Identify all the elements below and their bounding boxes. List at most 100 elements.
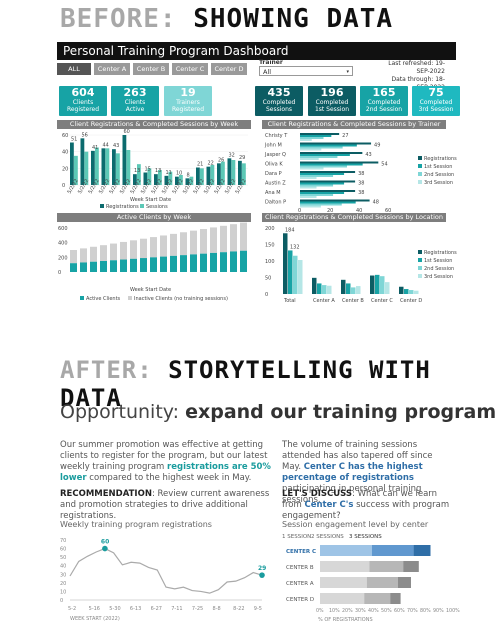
p4-legend-swatch xyxy=(418,274,422,278)
registrations-line xyxy=(69,547,263,594)
bar-category-label: CENTER D xyxy=(286,597,314,603)
engagement-bar-segment xyxy=(413,545,431,556)
p1-bar-registrations xyxy=(154,174,158,185)
p2-bar-1st xyxy=(300,182,345,185)
p4-bar xyxy=(317,283,322,294)
panel-weekly-header: Client Registrations & Completed Session… xyxy=(57,120,251,129)
p4-data-label: 132 xyxy=(290,244,300,250)
p2-legend-item: 1st Session xyxy=(424,164,452,170)
right-text: The volume of training sessions attended… xyxy=(282,440,433,472)
p1-bar-registrations xyxy=(164,175,169,185)
recommendation: RECOMMENDATION: Review current awareness… xyxy=(60,489,273,522)
left-paragraph: Our summer promotion was effective at ge… xyxy=(60,440,273,484)
p2-legend-item: 2nd Session xyxy=(424,172,454,178)
after-heading: AFTER: STORYTELLING WITH DATA xyxy=(60,356,500,412)
p2-x-tick: 20 xyxy=(327,208,333,214)
p3-bar-inactive xyxy=(100,245,107,261)
tab-center-d[interactable]: Center D xyxy=(211,63,247,75)
p1-bar-sessions xyxy=(105,148,110,185)
tab-center-a[interactable]: Center A xyxy=(94,63,130,75)
engagement-bar-segment xyxy=(320,545,372,556)
line-y-tick: 40 xyxy=(60,564,66,570)
p2-bar-3rd xyxy=(300,186,317,189)
chevron-down-icon: ▾ xyxy=(346,69,349,75)
p3-bar-inactive xyxy=(190,230,197,255)
p1-data-label: 26 xyxy=(218,157,224,163)
before-prefix: BEFORE: xyxy=(60,4,177,34)
kpi-tile: 263 Clients Active xyxy=(111,86,159,116)
p3-legend-swatch xyxy=(80,296,84,300)
p3-bar-active xyxy=(170,255,177,272)
line-x-tick: 7-25 xyxy=(192,606,203,612)
line-x-tick: 8-22 xyxy=(233,606,244,612)
p2-legend-swatch xyxy=(418,164,422,168)
p1-bar-sessions xyxy=(126,150,131,185)
right-paragraph: The volume of training sessions attended… xyxy=(282,440,452,506)
p3-x-title: Week Start Date xyxy=(130,287,171,293)
tab-center-c[interactable]: Center C xyxy=(172,63,208,75)
p1-bar-sessions xyxy=(95,147,99,185)
p4-bar xyxy=(288,250,293,294)
p2-bar-registrations xyxy=(300,142,372,145)
line-y-tick: 60 xyxy=(60,547,66,553)
engagement-bar-segment xyxy=(366,577,398,588)
p4-bar xyxy=(351,287,356,294)
p3-bar-inactive xyxy=(240,222,247,251)
line-x-tick: 5-30 xyxy=(109,606,120,612)
p2-bar-1st xyxy=(300,201,356,204)
p1-data-label: 43 xyxy=(113,143,119,149)
kpi-value: 19 xyxy=(180,86,196,99)
p4-x-tick: Center C xyxy=(371,298,393,304)
trainer-select-value: All xyxy=(263,68,272,76)
p1-bar-registrations xyxy=(122,135,127,185)
p3-bar-inactive xyxy=(180,232,187,256)
left-text: Our summer promotion was effective at ge… xyxy=(60,440,268,472)
p3-bar-inactive xyxy=(120,241,127,260)
p1-data-label: 13 xyxy=(134,168,140,174)
p2-x-tick: 0 xyxy=(298,208,301,214)
p1-legend-swatch xyxy=(140,204,144,208)
engagement-bar-segment xyxy=(364,593,391,604)
kpi-label: 2nd Session xyxy=(365,106,403,113)
p3-bar-active xyxy=(70,263,77,272)
p4-bar xyxy=(399,286,404,294)
bar-x-tick: 50% xyxy=(381,608,392,614)
line-x-title: WEEK START (2022) xyxy=(70,616,120,622)
p4-y-tick: 50 xyxy=(265,276,271,282)
p3-bar-inactive xyxy=(90,246,97,262)
p2-bar-registrations xyxy=(300,199,370,202)
kpi-label: Completed xyxy=(262,99,296,106)
p4-data-label: 184 xyxy=(285,227,295,233)
p1-bar-sessions xyxy=(179,175,183,185)
kpi-label: Registered xyxy=(66,106,100,113)
tab-center-b[interactable]: Center B xyxy=(133,63,169,75)
p3-bar-inactive xyxy=(210,227,217,253)
p1-bar-registrations xyxy=(101,148,106,185)
p4-x-tick: Total xyxy=(283,298,296,304)
kpi-value: 435 xyxy=(267,86,291,99)
p3-bar-inactive xyxy=(110,243,117,261)
p3-bar-inactive xyxy=(150,237,157,258)
p3-bar-active xyxy=(140,258,147,272)
p1-data-label: 13 xyxy=(155,168,161,174)
kpi-label: Active xyxy=(125,106,145,113)
p1-legend-swatch xyxy=(100,204,104,208)
last-marker xyxy=(259,572,265,578)
p3-legend-item: Active Clients xyxy=(86,296,121,302)
trainer-select[interactable]: All ▾ xyxy=(259,66,353,76)
p2-legend-item: 3rd Session xyxy=(424,180,453,186)
tab-all[interactable]: ALL xyxy=(57,63,91,75)
kpi-tile: 75 Completed 3rd Session xyxy=(412,86,460,116)
engagement-bar-segment xyxy=(369,561,404,572)
peak-marker xyxy=(102,545,108,552)
p1-data-label: 10 xyxy=(176,171,182,177)
p4-y-tick: 200 xyxy=(265,226,275,232)
p3-y-tick: 600 xyxy=(58,226,68,232)
kpi-label: 3rd Session xyxy=(418,106,454,113)
kpi-label: Completed xyxy=(315,99,349,106)
p4-legend-swatch xyxy=(418,250,422,254)
discuss-highlight: Center C's xyxy=(304,500,354,510)
bar-x-tick: 80% xyxy=(420,608,431,614)
p1-bar-registrations xyxy=(133,174,137,185)
